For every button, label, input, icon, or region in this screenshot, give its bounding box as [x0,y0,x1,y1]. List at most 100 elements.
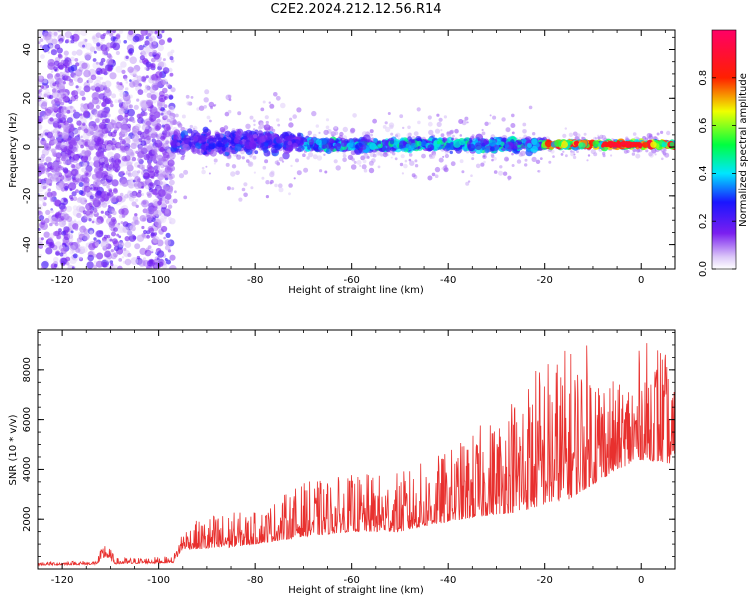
spectral-point [50,209,54,214]
spectral-point [82,162,88,168]
spectral-point [158,94,166,103]
spectral-point [178,173,185,179]
spectral-point [164,244,171,251]
spectral-point [421,153,426,159]
spectral-point [56,92,63,99]
spectral-point [151,138,156,143]
spectral-point [106,42,112,48]
spectral-point [343,158,347,162]
spectral-point [378,143,382,147]
spectral-point [278,183,283,188]
spectral-point [56,100,61,106]
spectral-point [170,87,176,93]
spectral-point [63,160,68,165]
spectral-point [570,152,575,157]
x-tick-label: -60 [344,275,360,286]
spectral-point [461,146,466,151]
spectral-point [152,49,158,55]
spectral-point [124,258,132,266]
spectral-point [632,132,637,136]
spectral-point [61,132,69,140]
spectral-point [144,84,150,90]
x-tick-label: -80 [247,275,263,286]
spectral-point [480,162,485,167]
spectral-point [38,124,43,130]
spectral-point [189,124,193,129]
spectral-point [168,216,172,221]
spectral-point [94,142,103,151]
spectrogram-x-label: Height of straight line (km) [288,285,424,296]
spectral-point [166,259,171,265]
spectral-point [384,121,388,125]
spectral-point [51,38,58,45]
spectral-point [610,154,613,157]
spectral-point [280,102,286,109]
spectral-point [108,221,115,228]
spectral-point [165,199,170,204]
spectral-point [167,204,173,209]
spectral-point [233,138,239,144]
spectral-point [77,178,82,184]
spectral-point [201,166,205,170]
spectral-point [389,124,394,130]
spectral-point [82,180,90,188]
spectral-point [128,48,135,54]
spectral-point [224,130,231,137]
spectral-point [295,158,299,163]
spectral-point [168,175,173,181]
spectral-point [416,140,422,146]
spectral-point [144,40,150,46]
spectral-point [113,245,120,252]
spectral-point [511,131,515,135]
spectral-point [38,156,45,163]
spectral-point [493,157,497,161]
spectral-point [316,155,323,161]
spectral-point [135,198,139,202]
spectral-point [74,128,81,135]
spectral-point [411,173,416,178]
spectral-point [521,144,525,149]
spectral-point [101,180,108,186]
spectral-point [650,141,657,148]
spectral-point [136,75,143,82]
spectral-point [131,156,137,162]
spectral-point [156,257,160,261]
spectral-point [82,122,86,126]
spectral-point [573,131,578,137]
spectral-point [114,99,119,104]
spectral-point [472,154,475,157]
spectral-point [144,249,152,257]
spectral-point [158,61,165,68]
spectral-point [156,161,162,167]
spectral-point [141,199,149,208]
spectral-point [111,179,119,187]
spectral-point [56,77,61,83]
spectral-point [164,208,172,216]
spectral-point [400,154,405,159]
spectral-point [398,144,403,149]
spectral-point [74,227,79,231]
spectral-point [368,167,375,174]
spectral-point [505,127,511,133]
spectral-point [227,109,232,114]
spectral-point [63,213,70,220]
spectral-point [254,138,258,142]
spectral-point [68,80,74,87]
spectral-point [57,125,62,129]
spectral-point [350,164,357,170]
spectral-point [44,217,50,224]
spectral-point [124,87,129,91]
spectral-point [206,115,211,120]
spectral-point [397,137,400,140]
spectral-point [399,114,404,119]
spectral-point [152,115,157,121]
spectral-point [47,51,50,54]
spectral-point [623,149,629,154]
spectral-point [161,225,168,233]
spectral-point [146,191,151,197]
spectral-point [311,110,317,117]
colorbar-tick-label: 0.6 [698,118,709,134]
spectral-point [151,148,158,155]
spectral-point [275,95,281,101]
spectral-point [162,151,170,159]
